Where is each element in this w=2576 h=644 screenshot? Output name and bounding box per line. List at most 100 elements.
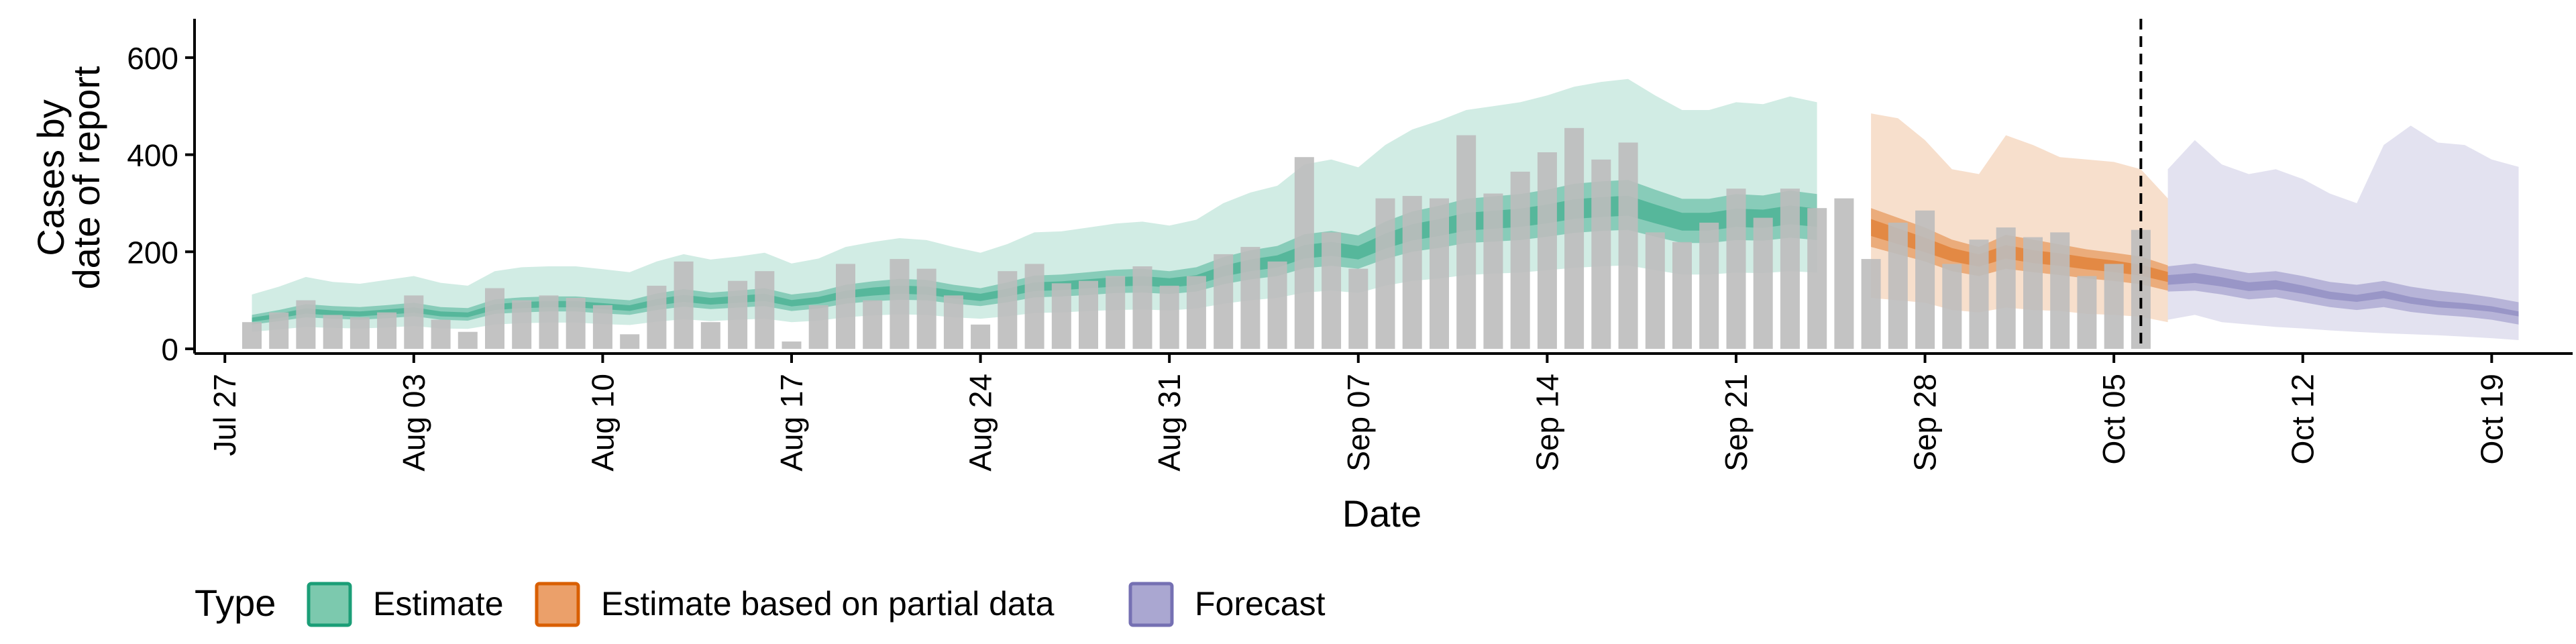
x-tick-label: Oct 19 <box>2474 374 2509 465</box>
case-bar <box>592 305 612 349</box>
y-axis-label-line-2: date of report <box>65 66 107 290</box>
case-bar <box>700 322 720 349</box>
case-bar <box>2104 264 2124 349</box>
case-bar <box>458 331 478 349</box>
x-tick-label: Oct 05 <box>2096 374 2131 465</box>
y-tick-label: 200 <box>127 235 178 270</box>
x-tick-label: Aug 10 <box>585 374 620 472</box>
case-bar <box>836 264 855 349</box>
y-tick-label: 400 <box>127 138 178 173</box>
case-bar <box>377 312 397 349</box>
case-bar <box>943 295 963 349</box>
case-bar <box>808 305 828 349</box>
band-90-series-2 <box>2167 125 2519 340</box>
case-bar <box>1915 210 1935 349</box>
y-tick-label: 0 <box>161 332 178 367</box>
case-bar <box>1861 259 1881 349</box>
y-tick-label: 600 <box>127 41 178 76</box>
case-bars <box>242 127 2151 350</box>
case-bar <box>1645 232 1665 349</box>
case-bar <box>647 285 667 349</box>
x-tick-label: Jul 27 <box>207 374 242 456</box>
case-bar <box>1942 264 1962 349</box>
case-bar <box>1699 222 1719 349</box>
case-bar <box>1807 208 1827 349</box>
band-50-series-2 <box>2167 263 2519 325</box>
legend-label: Estimate <box>373 585 504 623</box>
case-bar <box>674 261 694 349</box>
legend-swatch <box>1128 582 1174 627</box>
legend: Type Estimate Estimate based on partial da… <box>195 582 1326 627</box>
case-bar <box>1591 159 1611 350</box>
case-bar <box>350 317 370 349</box>
case-bar <box>1483 193 1503 349</box>
x-tick-label: Aug 17 <box>774 374 809 472</box>
case-bar <box>2077 276 2097 349</box>
case-bar <box>728 280 748 349</box>
case-bar <box>1672 241 1692 349</box>
case-bar <box>863 300 883 349</box>
case-bar <box>323 315 343 349</box>
case-bar <box>1079 280 1098 349</box>
band-median-series-0 <box>252 195 1817 322</box>
case-bar <box>1726 189 1746 349</box>
x-tick-label: Sep 07 <box>1341 374 1376 472</box>
x-tick-label: Aug 03 <box>396 374 431 472</box>
x-tick-label: Sep 28 <box>1908 374 1943 472</box>
x-tick-label: Aug 31 <box>1152 374 1187 472</box>
x-axis-label: Date <box>1342 492 1421 535</box>
case-bar <box>1996 227 2016 349</box>
case-bar <box>998 271 1018 349</box>
case-bar <box>2050 232 2070 349</box>
case-bar <box>1132 266 1152 349</box>
legend-swatch <box>535 582 580 627</box>
case-bar <box>296 300 316 349</box>
case-bar <box>1969 239 1989 349</box>
band-median-series-1 <box>1871 219 2168 282</box>
band-50-series-0 <box>252 180 1817 325</box>
case-bar <box>1186 276 1206 349</box>
case-bar <box>1564 127 1585 350</box>
case-bar <box>1024 264 1044 349</box>
axes: 0 200 400 600 Jul 27 Aug 03 Aug 10 Aug 17 Aug 24… <box>127 19 2573 472</box>
case-bar <box>1267 261 1287 349</box>
case-bar <box>1510 171 1530 349</box>
case-bar <box>431 319 451 349</box>
legend-label: Estimate based on partial data <box>601 585 1055 623</box>
case-bar <box>269 312 289 349</box>
legend-label: Forecast <box>1195 585 1326 623</box>
case-bar <box>782 341 802 349</box>
case-bar <box>1430 198 1449 349</box>
case-bar <box>2023 237 2043 349</box>
case-bar <box>1753 217 1773 349</box>
case-bar <box>1106 276 1126 349</box>
case-bar <box>485 288 504 349</box>
case-bar <box>1294 157 1314 349</box>
case-bar <box>1348 268 1368 349</box>
case-bar <box>539 295 559 349</box>
legend-title: Type <box>195 582 276 624</box>
case-bar <box>1537 152 1557 349</box>
case-bar <box>916 268 936 349</box>
x-tick-label: Aug 24 <box>963 374 998 472</box>
x-tick-label: Oct 12 <box>2286 374 2320 465</box>
case-bar <box>1159 285 1179 349</box>
x-tick-label: Sep 21 <box>1719 374 1754 472</box>
case-bar <box>1780 189 1800 349</box>
case-bar <box>1834 198 1854 349</box>
case-bar <box>1240 247 1260 349</box>
x-tick-label: Sep 14 <box>1529 374 1564 472</box>
band-median-series-2 <box>2167 273 2519 317</box>
case-bar <box>755 271 775 349</box>
uncertainty-bands <box>252 78 2519 340</box>
case-bar <box>242 322 262 349</box>
case-bar <box>404 295 424 349</box>
case-bar <box>1456 135 1477 349</box>
case-bar <box>566 298 586 349</box>
y-axis-label-line-1: Cases by <box>30 99 72 256</box>
legend-swatch <box>307 582 352 627</box>
case-bar <box>1402 196 1422 349</box>
band-50-series-1 <box>1871 208 2168 291</box>
case-bar <box>1214 254 1234 349</box>
